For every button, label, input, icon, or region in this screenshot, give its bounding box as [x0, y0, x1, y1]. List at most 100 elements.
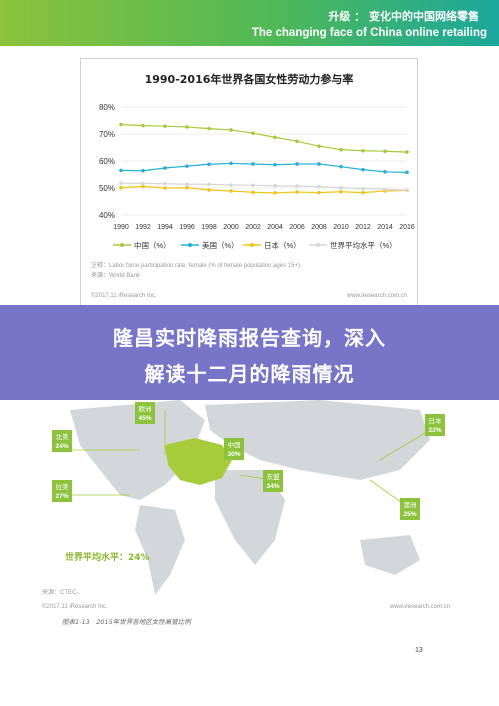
series-line — [120, 182, 408, 191]
data-point — [229, 189, 233, 193]
data-point — [339, 189, 343, 194]
y-tick-label: 50% — [99, 184, 115, 193]
chart-note: 注释：Labor force participation rate, femal… — [91, 263, 302, 269]
landmass-europe-asia — [205, 400, 430, 480]
series-line — [120, 123, 408, 153]
chart-source: 来源：World Bank — [91, 273, 140, 279]
data-point — [405, 150, 409, 154]
region-name: 欧洲 — [139, 404, 152, 413]
map-caption: 图表1-13 2015年世界各地区女性高管比例 — [62, 618, 191, 626]
data-point — [405, 170, 409, 175]
data-point — [361, 148, 365, 153]
x-tick-label: 1990 — [113, 224, 129, 231]
data-point — [185, 185, 189, 190]
line-chart: 80% 70% 60% 50% 40% 1990 1992 1994 1996 1998 2000 2… — [99, 103, 415, 250]
data-point — [185, 125, 189, 129]
region-name: 中国 — [228, 440, 241, 449]
x-tick-label: 2014 — [377, 224, 393, 231]
y-tick-label: 40% — [99, 211, 115, 220]
data-point — [251, 183, 255, 188]
data-point — [383, 170, 387, 174]
legend-marker — [316, 243, 320, 247]
world-map: 欧洲 45% 北美 24% 中国 30% 日本 22% 拉美 27% 东盟 34% 澳洲 25% 世界平均… — [52, 400, 445, 595]
data-point — [185, 182, 189, 187]
data-point — [163, 166, 167, 170]
overlay-title-line1: 隆昌实时降雨报告查询，深入 — [113, 326, 386, 350]
data-point — [251, 131, 255, 135]
region-badge — [52, 480, 72, 502]
x-tick-label: 1996 — [179, 224, 195, 231]
region-value: 34% — [266, 483, 279, 490]
data-point — [141, 123, 145, 128]
region-value: 45% — [138, 415, 151, 422]
legend-label: 日本（%） — [264, 240, 301, 250]
region-value: 25% — [403, 511, 416, 518]
data-point — [141, 168, 145, 173]
y-tick-label: 70% — [99, 130, 115, 139]
data-point — [295, 162, 299, 166]
data-point — [273, 162, 277, 167]
data-point — [163, 181, 167, 186]
data-point — [383, 187, 387, 192]
header-banner: 升级 ： 变化中的中国网络零售 The changing face of Chi… — [0, 0, 499, 46]
data-point — [141, 184, 145, 189]
x-tick-label: 2012 — [355, 224, 371, 231]
legend-label: 中国（%） — [134, 240, 171, 250]
callout-line-japan — [379, 429, 431, 461]
data-point — [361, 190, 365, 195]
data-point — [251, 190, 255, 195]
region-value: 22% — [428, 427, 441, 434]
region-badge — [425, 414, 445, 436]
data-point — [383, 149, 387, 154]
landmass-australia — [360, 535, 420, 575]
chart-frame: 1990-2016年世界各国女性劳动力参与率 80% 70% 60% 50% 40% 19… — [80, 58, 418, 306]
data-point — [295, 184, 299, 188]
data-point — [339, 185, 343, 190]
x-tick-label: 2002 — [245, 224, 261, 231]
header-title-en: The changing face of China online retail… — [251, 27, 487, 39]
data-point — [273, 191, 277, 195]
data-point — [119, 168, 123, 173]
legend-label: 世界平均水平（%） — [330, 240, 397, 250]
region-badge — [224, 438, 244, 460]
landmass-africa — [215, 470, 285, 565]
legend-marker — [120, 243, 124, 247]
x-tick-label: 2004 — [267, 224, 283, 231]
region-value: 24% — [55, 443, 68, 450]
data-point — [229, 128, 233, 132]
data-point — [163, 124, 167, 128]
china-highlight — [165, 438, 232, 485]
data-point — [317, 144, 321, 148]
region-name: 拉美 — [56, 482, 70, 491]
y-tick-label: 80% — [99, 103, 115, 112]
data-point — [317, 190, 321, 195]
world-average-label: 世界平均水平：24% — [65, 551, 150, 563]
series-line — [120, 162, 408, 173]
chart-title: 1990-2016年世界各国女性劳动力参与率 — [144, 73, 354, 86]
page-number: 13 — [415, 647, 423, 654]
region-badge — [52, 430, 72, 452]
series-line — [120, 185, 408, 194]
data-point — [295, 190, 299, 194]
region-badge — [135, 402, 155, 424]
region-name: 东盟 — [267, 472, 281, 481]
region-badge — [400, 498, 420, 520]
overlay-banner: 隆昌实时降雨报告查询，深入 解读十二月的降雨情况 — [0, 305, 499, 400]
chart-site: www.iresearch.com.cn — [346, 293, 407, 299]
data-point — [339, 164, 343, 169]
data-point — [207, 162, 211, 167]
data-point — [207, 182, 211, 187]
x-tick-label: 2006 — [289, 224, 305, 231]
data-point — [119, 122, 123, 127]
y-tick-label: 60% — [99, 157, 115, 166]
data-point — [251, 162, 255, 166]
callout-line-oceania — [369, 479, 406, 506]
data-point — [317, 162, 321, 166]
data-point — [229, 183, 233, 187]
map-site: www.iresearch.com.cn — [390, 604, 451, 610]
data-point — [141, 181, 145, 186]
legend-marker — [250, 243, 254, 247]
data-point — [295, 139, 299, 144]
data-point — [207, 188, 211, 192]
x-tick-label: 2008 — [311, 224, 327, 231]
